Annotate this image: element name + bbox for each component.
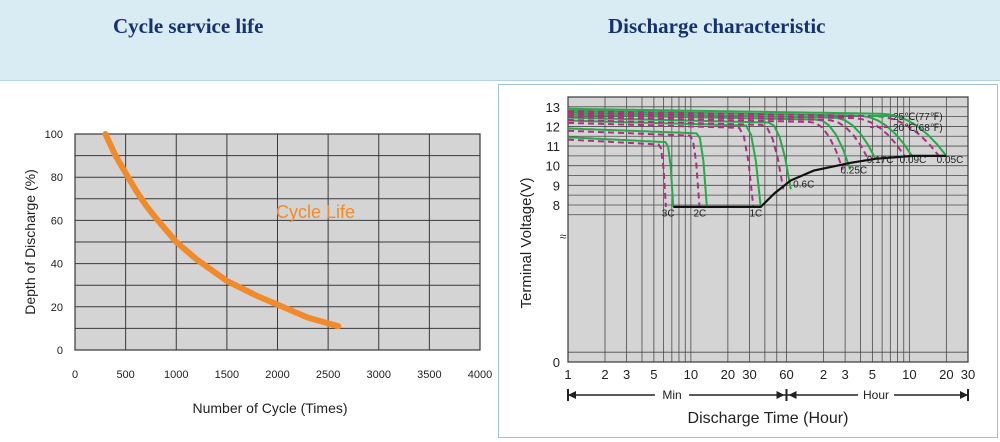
cutoff-label: 0.17C [867,155,894,166]
y-tick-label: 12 [546,119,560,134]
y-tick-label: 0 [553,355,560,370]
y-tick-label: 13 [546,100,560,115]
cycle-life-heading: Cycle service life [113,14,264,38]
discharge-curve-20c [567,114,869,160]
cutoff-label: 1C [750,209,763,220]
y-axis-label: Depth of Discharge (%) [22,169,38,315]
cutoff-voltage-line [673,154,947,208]
x-tick-label: 60 [779,367,793,382]
discharge-curve-25c [567,136,675,207]
x-tick-label: 20 [721,367,735,382]
cutoff-label: 3C [662,209,675,220]
arrow-left [568,391,576,399]
legend-label-20c: 20℃(68℉) [893,123,943,134]
cutoff-label: 0.25C [840,166,867,177]
cycle-life-annotation: Cycle Life [276,202,355,222]
discharge-heading: Discharge characteristic [608,14,826,38]
arrow-mid-right [788,391,797,399]
x-tick-label: 3 [842,367,849,382]
x-tick-label: 10 [902,367,916,382]
y-tick-label: 60 [51,215,63,227]
cutoff-label: 0.09C [900,155,927,166]
x-tick-label: 30 [742,367,756,382]
y-tick-label: 80 [51,172,63,184]
arrow-right [960,391,968,399]
discharge-curve-20c [567,116,844,170]
x-tick-label: 3 [623,367,630,382]
x-tick-label: 2500 [316,369,340,381]
discharge-curve-20c [567,138,667,207]
arrow-mid-left [776,391,785,399]
discharge-curve-25c [567,127,708,207]
y-tick-label: 0 [57,345,63,357]
x-tick-label: 3000 [367,369,391,381]
y-tick-label: 9 [553,178,560,193]
plot-area [568,97,968,362]
y-tick-label: 100 [45,129,63,141]
bracket-hour-label: Hour [863,388,889,402]
x-tick-label: 2000 [265,369,289,381]
discharge-curve-20c [567,112,906,157]
x-tick-label: 0 [72,369,78,381]
discharge-curve-25c [567,107,948,157]
y-tick-label: 8 [553,198,560,213]
y-tick-label: 20 [51,302,63,314]
y-tick-label: 11 [547,139,561,154]
x-tick-label: 20 [939,367,953,382]
x-axis-label: Discharge Time (Hour) [688,410,849,427]
x-tick-label: 30 [961,367,975,382]
x-tick-label: 2 [820,367,827,382]
plot-border [567,96,969,363]
axis-break-mark: ≈ [560,229,567,243]
y-tick-label: 10 [546,159,560,174]
cutoff-label: 2C [693,209,706,220]
discharge-panel-frame [498,84,998,438]
x-tick-label: 500 [116,369,134,381]
x-tick-label: 5 [869,367,876,382]
discharge-curve-20c [567,119,785,190]
discharge-curve-20c [567,129,701,207]
bracket-min-bg [655,388,689,402]
x-tick-label: 5 [650,367,657,382]
x-tick-label: 1500 [215,369,239,381]
cutoff-label: 0.6C [793,179,814,190]
x-tick-label: 1 [564,367,571,382]
x-tick-label: 10 [684,367,698,382]
discharge-curve-20c [567,110,940,157]
discharge-curve-20c [567,121,755,208]
y-axis-label: Terminal Voltage(V) [518,178,535,309]
legend-label-25c: 25℃(77℉) [893,112,943,123]
bracket-min-label: Min [662,388,681,402]
plot-border [74,133,481,351]
x-tick-label: 2 [601,367,608,382]
y-tick-label: 40 [51,259,63,271]
cutoff-label: 0.05C [937,155,964,166]
bracket-hour-bg [858,388,894,402]
x-axis-label: Number of Cycle (Times) [192,400,347,416]
header-band: Cycle service life Discharge characteris… [0,0,1000,81]
x-tick-label: 3500 [417,369,441,381]
cycle-life-curve [102,131,342,330]
x-tick-label: 4000 [468,369,492,381]
x-tick-label: 1000 [164,369,188,381]
